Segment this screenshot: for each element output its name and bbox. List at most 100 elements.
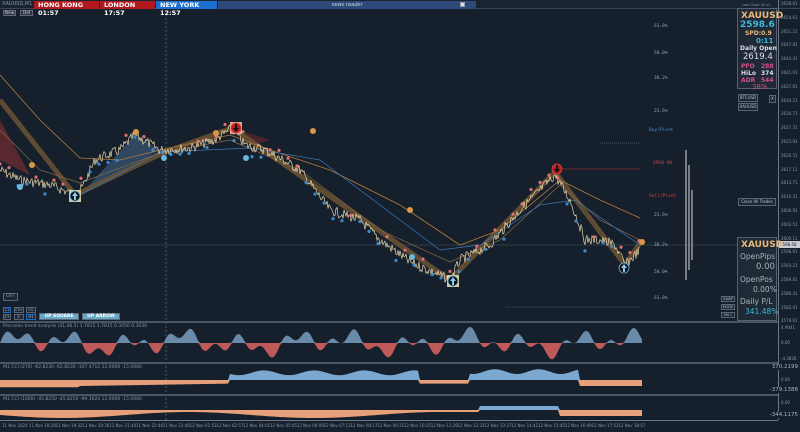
pivot-high-circle <box>310 128 316 134</box>
pivot-high-circle <box>29 162 35 168</box>
swing-low-dot <box>133 135 137 139</box>
price-axis-label: 2579.61 <box>781 318 798 324</box>
daily-pl-value: 341.48% <box>745 307 779 316</box>
adr-label: ADR <box>741 77 756 84</box>
moving-average-slow <box>0 74 641 246</box>
sm-button[interactable]: SM C <box>721 312 735 318</box>
m1-button[interactable]: M1 <box>26 314 36 320</box>
swap-button[interactable]: SWAP <box>721 296 735 302</box>
price-axis-label: 2644.41 <box>781 56 798 62</box>
delete-button[interactable]: Del <box>20 10 33 16</box>
symbol-button-xauusd[interactable]: XAUUSD <box>738 103 758 111</box>
daily-open-value: 2619.4 <box>743 52 773 62</box>
swing-high-dot <box>403 248 407 252</box>
price-axis-label: 2651.21 <box>781 28 798 34</box>
open-pips-value: 0.00 <box>756 262 775 272</box>
swing-high-dot <box>349 213 353 218</box>
time-axis-label: 12 Nov 16:49 <box>564 423 592 428</box>
zoom-out-button[interactable]: Z- <box>14 314 24 320</box>
price-axis-label: 2617.11 <box>781 166 798 172</box>
swing-low-dot <box>88 170 92 174</box>
swing-low-dot <box>259 155 263 159</box>
indicator-axis-label: -379.1388 <box>768 387 799 393</box>
hilo-value: 374 <box>761 70 774 77</box>
swing-high-dot <box>538 180 542 184</box>
adr-percent: 38% <box>752 83 768 91</box>
price-axis-label: 2627.31 <box>781 125 798 131</box>
open-pos-label: OpenPos <box>740 275 773 284</box>
time-axis-label: 12 Nov 09:21 <box>377 423 405 428</box>
time-axis-label: 11 Nov 22:44 <box>136 423 163 428</box>
swing-low-dot <box>412 263 416 267</box>
swing-high-dot <box>493 228 497 232</box>
swing-low-dot <box>331 217 335 221</box>
up-arrow-button[interactable]: UP ARROW <box>82 313 120 320</box>
time-axis-label: 11 Nov 2024 <box>2 423 28 428</box>
close-icon[interactable]: X <box>769 95 776 103</box>
cci-1000-area-negative <box>0 410 642 418</box>
pfo-value: 288 <box>761 63 774 70</box>
close-all-trades-button[interactable]: Close All Trades <box>738 198 776 206</box>
up-arrow-icon <box>450 277 456 285</box>
fib-label: 61.8% <box>654 24 668 29</box>
news-close-icon[interactable] <box>460 2 465 7</box>
precision-trend-histogram-positive <box>0 326 642 343</box>
info-top-label: Low Close 45 s1 <box>742 3 771 7</box>
price-axis-label: 2589.81 <box>781 277 798 282</box>
new-button[interactable]: New <box>3 10 16 16</box>
swing-high-dot <box>223 122 227 127</box>
c1-button[interactable]: C1 <box>3 307 11 313</box>
swing-high-dot <box>196 139 200 143</box>
swing-low-dot <box>187 151 191 156</box>
zigzag-trend-line <box>0 98 645 284</box>
swing-low-dot <box>151 148 155 152</box>
swing-low-dot <box>43 192 47 196</box>
c3-plus-button[interactable]: C3+ <box>14 307 24 313</box>
time-axis-line <box>0 420 778 421</box>
time-axis-label: 12 Nov 07:13 <box>323 423 351 428</box>
indicator-axis-label: 0.00 <box>781 377 790 382</box>
swing-low-dot <box>232 139 236 143</box>
fib-label: 50.0% <box>654 51 668 56</box>
off-button[interactable]: OFF <box>3 293 18 301</box>
cci-270-area-negative <box>0 380 642 388</box>
pivot-low-circle <box>243 155 249 161</box>
up-square-button[interactable]: UP SQUARE <box>39 313 79 320</box>
c3-minus-button[interactable]: C3- <box>26 307 36 313</box>
mode-button[interactable]: MODE <box>721 304 735 310</box>
price-axis-label: 2606.91 <box>781 208 798 213</box>
swing-high-dot <box>529 187 533 192</box>
session-hong-kong: HONG KONG 01:57 <box>34 1 99 17</box>
info-price: 2598.6 <box>740 20 775 30</box>
indicator-axis-label: 0.00 <box>781 340 790 345</box>
time-axis-label: 11 Nov 18:28 <box>28 423 56 428</box>
fib-label: 38.2% <box>654 243 668 248</box>
swing-low-dot <box>97 162 101 166</box>
price-axis-label: 2610.31 <box>781 194 798 200</box>
news-reader[interactable]: news reader <box>218 1 476 9</box>
buy-pivot-label: Buy/Pivot <box>649 128 674 133</box>
swing-low-dot <box>160 150 164 154</box>
time-axis-label: 11 Nov 21:40 <box>109 423 137 428</box>
open-pips-label: OpenPips <box>740 252 776 261</box>
price-axis-label: 2586.41 <box>781 290 798 296</box>
symbol-button-btcusd[interactable]: BTCUSD <box>738 94 758 102</box>
time-axis-label: 12 Nov 18:57 <box>618 423 646 428</box>
swing-low-dot <box>565 202 569 206</box>
price-axis-label: 2593.21 <box>781 263 798 269</box>
swing-low-dot <box>430 273 434 277</box>
swing-high-dot <box>592 235 596 239</box>
time-axis-label: 12 Nov 14:41 <box>511 423 539 428</box>
indicator-axis-label: 0.00 <box>781 400 790 405</box>
pivot-high-circle <box>407 207 413 213</box>
swing-low-dot <box>169 152 173 157</box>
zoom-in-button[interactable]: Z+ <box>3 314 11 320</box>
indicator-axis-label: 4.9041 <box>781 325 795 330</box>
panel-separator <box>0 362 778 364</box>
swing-high-dot <box>385 235 389 239</box>
down-arrow-icon <box>233 124 239 132</box>
panel-separator <box>0 394 778 396</box>
swing-low-dot <box>322 201 326 205</box>
swing-low-dot <box>583 249 587 253</box>
